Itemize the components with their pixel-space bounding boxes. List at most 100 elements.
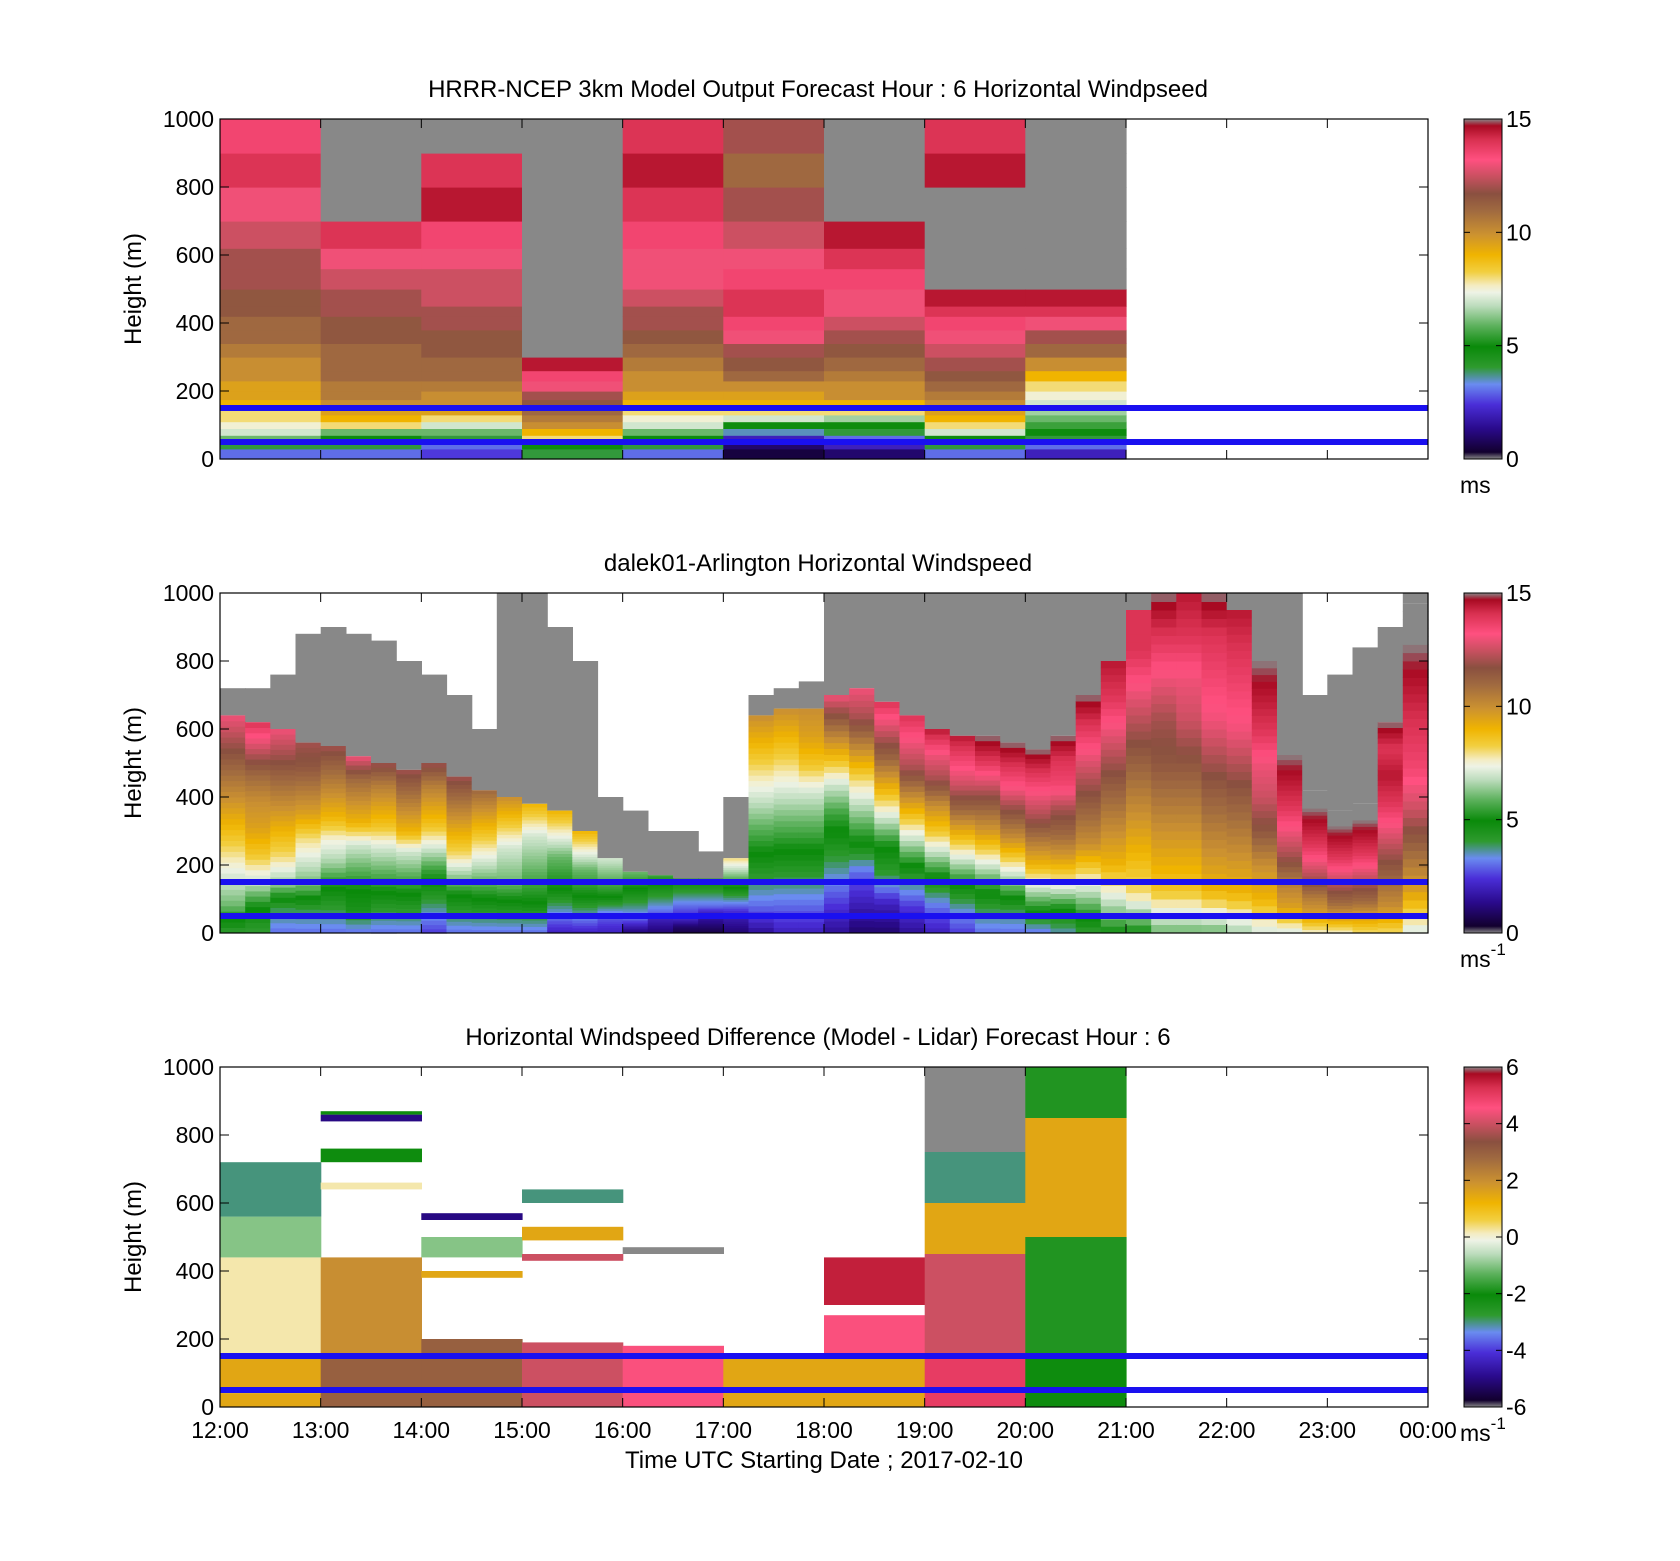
panel-difference-reference-lines	[220, 1353, 1428, 1393]
lidar-cell	[320, 755, 347, 761]
lidar-cell	[597, 873, 624, 876]
lidar-cell	[723, 873, 750, 876]
model-cell	[824, 306, 926, 317]
lidar-cell	[1352, 929, 1379, 934]
lidar-cell	[572, 864, 599, 868]
lidar-cell	[547, 908, 573, 913]
lidar-cell	[849, 804, 875, 812]
lidar-cell	[446, 800, 473, 805]
model-cell	[522, 421, 624, 429]
lidar-cell	[924, 825, 951, 832]
lidar-cell	[371, 848, 397, 853]
lidar-cell	[572, 892, 599, 896]
lidar-cell	[874, 753, 901, 761]
lidar-cell	[245, 890, 271, 897]
lidar-cell	[673, 892, 699, 895]
lidar-cell	[924, 846, 951, 852]
lidar-cell	[496, 834, 523, 839]
lidar-cell	[622, 896, 649, 899]
lidar-cell	[320, 792, 347, 798]
lidar-cell	[622, 888, 649, 891]
model-cell	[924, 329, 1026, 344]
lidar-cell	[622, 894, 649, 897]
model-cell	[522, 343, 624, 358]
lidar-cell	[1277, 729, 1303, 735]
lidar-cell	[496, 868, 523, 873]
lidar-cell	[849, 816, 875, 824]
model-cell	[220, 248, 322, 270]
lidar-cell	[245, 848, 271, 855]
lidar-cell	[1075, 909, 1102, 916]
lidar-cell	[1126, 803, 1152, 813]
lidar-cell	[874, 817, 901, 824]
lidar-cell	[824, 712, 850, 720]
lidar-cell	[874, 840, 901, 847]
lidar-cell	[1352, 820, 1379, 824]
lidar-cell	[1226, 610, 1253, 619]
difference-cell	[220, 1162, 322, 1217]
lidar-cell	[421, 873, 448, 879]
lidar-cell	[1277, 754, 1303, 761]
lidar-cell	[446, 796, 473, 801]
lidar-cell	[1050, 740, 1077, 747]
lidar-cell	[320, 862, 347, 869]
lidar-cell	[1277, 790, 1303, 796]
panel-difference-title: Horizontal Windspeed Difference (Model -…	[465, 1024, 1170, 1051]
difference-cell	[421, 1339, 523, 1407]
lidar-cell	[1000, 799, 1026, 805]
model-cell	[320, 442, 422, 450]
model-cell	[924, 448, 1026, 460]
lidar-gray-region	[824, 593, 850, 695]
lidar-cell	[295, 861, 322, 867]
lidar-cell	[471, 808, 498, 813]
lidar-cell	[975, 908, 1001, 914]
lidar-cell	[1251, 837, 1278, 846]
lidar-cell	[1327, 825, 1354, 830]
colorbar-tick-label: -6	[1506, 1394, 1526, 1420]
lidar-cell	[1402, 883, 1429, 893]
lidar-cell	[773, 815, 800, 822]
lidar-cell	[723, 925, 750, 928]
lidar-cell	[748, 802, 775, 809]
lidar-cell	[496, 922, 523, 927]
model-cell	[622, 442, 724, 450]
lidar-cell	[698, 927, 724, 930]
lidar-cell	[522, 832, 548, 837]
lidar-cell	[1251, 790, 1278, 798]
lidar-cell	[1226, 844, 1253, 853]
lidar-cell	[924, 836, 951, 842]
lidar-cell	[924, 856, 951, 863]
lidar-cell	[1050, 829, 1077, 835]
lidar-cell	[1377, 727, 1404, 734]
lidar-cell	[1126, 755, 1152, 764]
lidar-cell	[1402, 660, 1429, 670]
lidar-cell	[824, 742, 850, 749]
lidar-cell	[975, 814, 1001, 821]
model-cell	[220, 414, 322, 423]
lidar-cell	[496, 827, 523, 832]
lidar-cell	[421, 920, 448, 926]
lidar-cell	[547, 810, 573, 815]
model-cell	[421, 391, 523, 401]
lidar-cell	[220, 715, 246, 722]
lidar-cell	[723, 919, 750, 923]
lidar-cell	[949, 868, 976, 875]
lidar-cell	[798, 882, 825, 889]
lidar-cell	[698, 896, 724, 899]
lidar-cell	[899, 753, 926, 760]
lidar-cell	[1100, 919, 1127, 927]
lidar-cell	[1176, 754, 1203, 764]
lidar-cell	[647, 922, 674, 925]
lidar-cell	[471, 929, 498, 934]
lidar-cell	[824, 849, 850, 857]
lidar-cell	[975, 819, 1001, 825]
lidar-cell	[698, 909, 724, 912]
lidar-cell	[1226, 715, 1253, 724]
lidar-cell	[698, 889, 724, 892]
lidar-cell	[270, 800, 297, 806]
lidar-cell	[1277, 744, 1303, 750]
lidar-cell	[270, 892, 297, 898]
lidar-cell	[572, 838, 599, 842]
lidar-cell	[622, 877, 649, 880]
lidar-cell	[1151, 627, 1177, 636]
